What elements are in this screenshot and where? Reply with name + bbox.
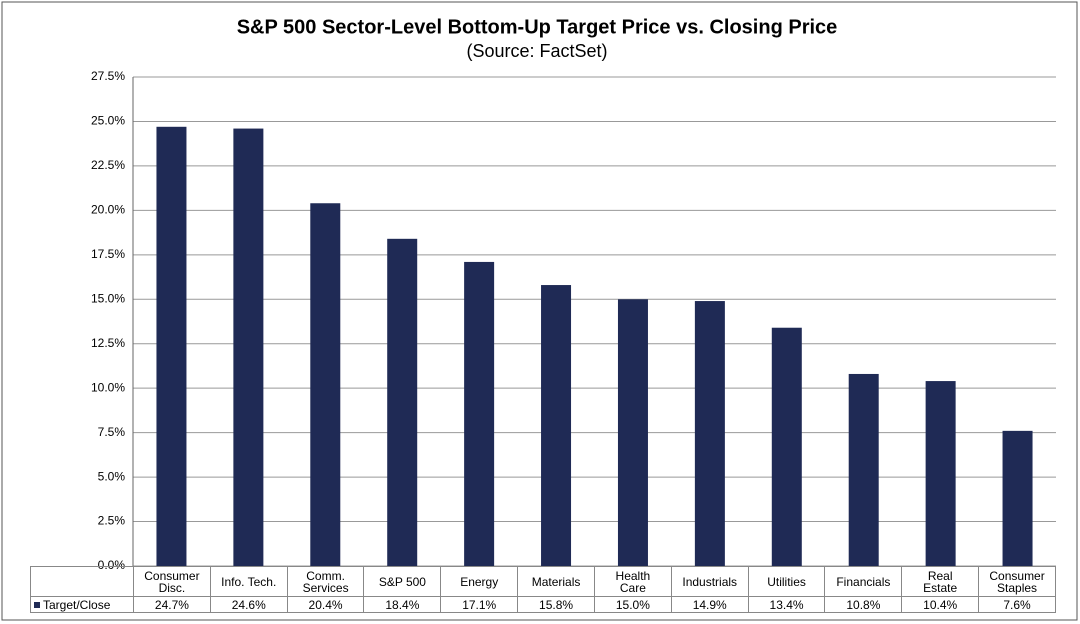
bar	[1002, 430, 1033, 566]
value-label: 18.4%	[363, 596, 442, 613]
value-label: 24.6%	[209, 596, 288, 613]
category-label: Real Estate	[901, 566, 980, 597]
category-label: S&P 500	[363, 566, 442, 597]
value-label: 24.7%	[133, 596, 211, 613]
value-label: 17.1%	[440, 596, 519, 613]
y-tick-label: 7.5%	[98, 425, 126, 439]
bar	[233, 128, 264, 567]
value-label: 10.4%	[901, 596, 980, 613]
chart-subtitle: (Source: FactSet)	[466, 41, 607, 61]
category-label: Utilities	[747, 566, 826, 597]
category-label: Materials	[517, 566, 595, 597]
bar	[464, 261, 495, 566]
category-label: Industrials	[670, 566, 749, 597]
category-label: Energy	[440, 566, 519, 597]
value-label: 15.8%	[517, 596, 595, 613]
y-tick-label: 17.5%	[91, 247, 125, 261]
bar	[925, 381, 956, 566]
bar	[310, 203, 341, 566]
category-row: Consumer Disc. Info. Tech. Comm. Services S…	[30, 566, 1056, 597]
category-label: Info. Tech.	[209, 566, 288, 597]
category-label: Consumer Disc.	[133, 566, 211, 597]
value-row: Target/Close 24.7% 24.6% 20.4% 18.4% 17.1% 15.…	[30, 596, 1056, 613]
y-tick-label: 10.0%	[91, 380, 125, 394]
y-tick-label: 5.0%	[98, 469, 126, 483]
category-label: Financials	[824, 566, 903, 597]
value-label: 7.6%	[978, 596, 1056, 613]
bar	[387, 238, 418, 566]
legend-cell: Target/Close	[30, 596, 134, 613]
y-tick-label: 12.5%	[91, 336, 125, 350]
bar	[848, 373, 879, 566]
chart-title: S&P 500 Sector-Level Bottom-Up Target Pr…	[237, 16, 838, 38]
bar	[541, 285, 572, 566]
category-label: Health Care	[593, 566, 672, 597]
category-label: Consumer Staples	[978, 566, 1056, 597]
bar	[771, 327, 802, 566]
bar	[156, 126, 187, 566]
category-label: Comm. Services	[286, 566, 365, 597]
legend-label: Target/Close	[43, 597, 111, 612]
y-tick-label: 22.5%	[91, 158, 125, 172]
bar	[694, 301, 725, 566]
y-tick-label: 15.0%	[91, 291, 125, 305]
value-label: 10.8%	[824, 596, 903, 613]
corner-cell	[30, 566, 134, 597]
value-label: 20.4%	[286, 596, 365, 613]
data-table: Consumer Disc. Info. Tech. Comm. Services S…	[30, 566, 1056, 613]
y-tick-label: 27.5%	[91, 69, 125, 83]
value-label: 13.4%	[747, 596, 826, 613]
y-tick-label: 25.0%	[91, 114, 125, 128]
value-label: 14.9%	[670, 596, 749, 613]
y-tick-label: 2.5%	[98, 514, 126, 528]
legend-swatch	[34, 601, 40, 608]
value-label: 15.0%	[593, 596, 672, 613]
y-tick-label: 20.0%	[91, 203, 125, 217]
bar	[617, 299, 648, 566]
